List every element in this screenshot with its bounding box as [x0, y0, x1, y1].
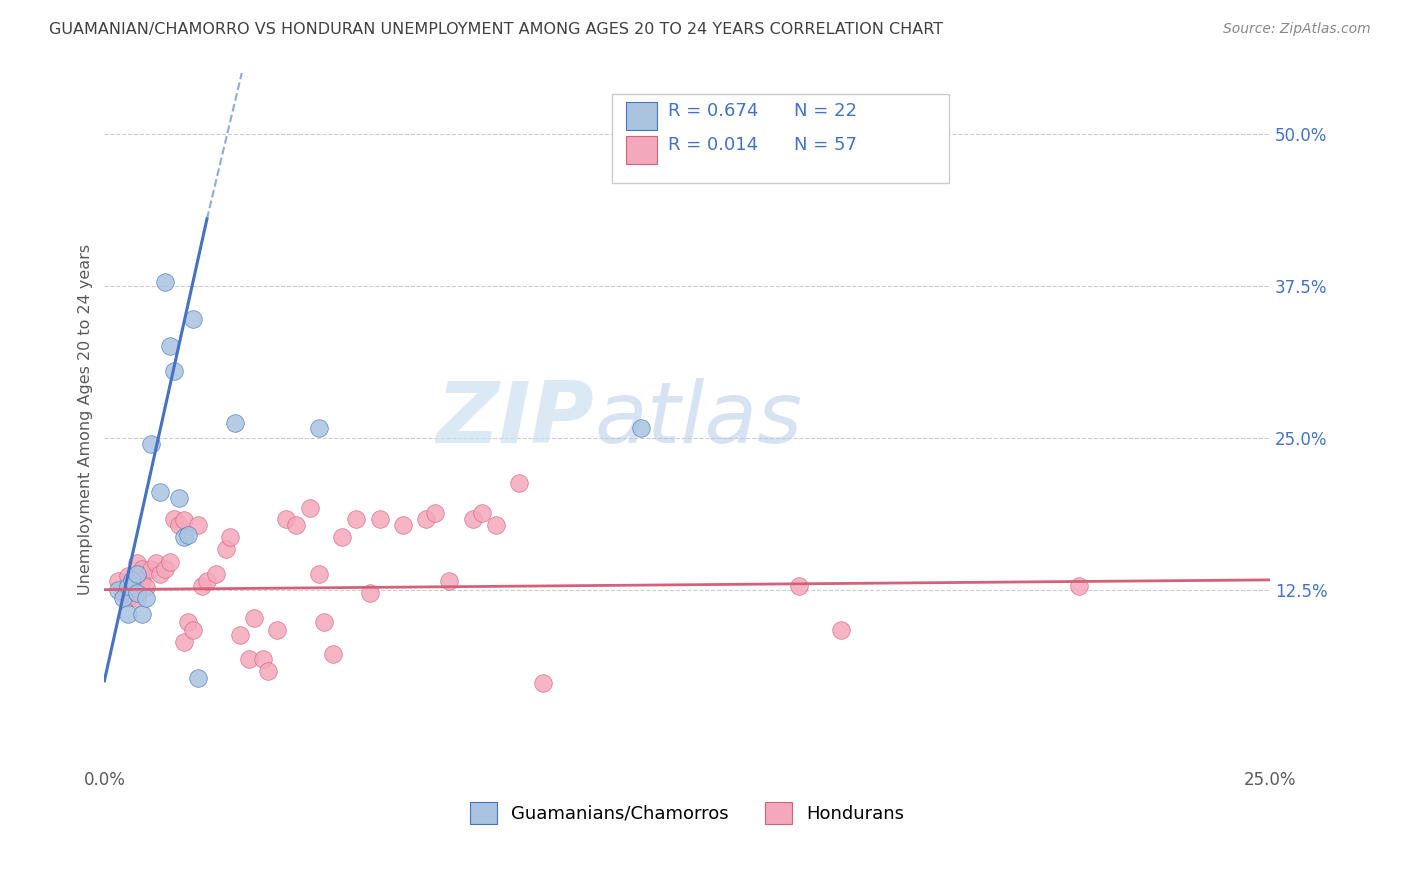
Text: atlas: atlas: [595, 378, 801, 461]
Point: [159, 555, 181, 569]
Point: [392, 518, 415, 533]
Point: [187, 518, 209, 533]
Y-axis label: Unemployment Among Ages 20 to 24 years: Unemployment Among Ages 20 to 24 years: [79, 244, 93, 595]
Point: [485, 518, 508, 533]
Point: [219, 530, 242, 544]
Point: [312, 615, 335, 630]
Point: [630, 421, 652, 435]
Point: [153, 275, 176, 289]
Point: [131, 607, 153, 621]
Point: [181, 623, 204, 637]
Point: [425, 506, 447, 520]
Point: [112, 586, 135, 600]
Point: [531, 676, 554, 690]
Point: [107, 582, 129, 597]
Point: [173, 530, 195, 544]
Point: [368, 512, 391, 526]
Point: [228, 627, 250, 641]
Point: [125, 556, 148, 570]
Point: [121, 574, 143, 588]
Point: [256, 664, 278, 678]
Point: [121, 586, 143, 600]
Point: [322, 647, 344, 661]
Point: [191, 579, 214, 593]
Point: [177, 615, 200, 630]
Text: Source: ZipAtlas.com: Source: ZipAtlas.com: [1223, 22, 1371, 37]
Point: [181, 311, 204, 326]
Point: [125, 586, 148, 600]
Point: [139, 436, 162, 450]
Point: [117, 569, 139, 583]
Point: [187, 671, 209, 685]
Point: [308, 421, 330, 435]
Text: N = 57: N = 57: [794, 136, 858, 153]
Point: [830, 623, 852, 637]
Point: [205, 566, 228, 581]
Point: [508, 475, 530, 490]
Point: [461, 512, 484, 526]
Point: [117, 607, 139, 621]
Point: [153, 562, 176, 576]
Point: [276, 512, 298, 526]
Point: [471, 506, 494, 520]
Point: [163, 512, 186, 526]
Legend: Guamanians/Chamorros, Hondurans: Guamanians/Chamorros, Hondurans: [461, 793, 914, 833]
Point: [131, 562, 153, 576]
Point: [177, 528, 200, 542]
Point: [266, 623, 288, 637]
Text: N = 22: N = 22: [794, 102, 858, 120]
Point: [298, 501, 321, 516]
Point: [167, 491, 190, 506]
Point: [121, 580, 143, 594]
Point: [195, 574, 218, 588]
Text: ZIP: ZIP: [436, 378, 595, 461]
Point: [121, 573, 143, 587]
Point: [159, 339, 181, 353]
Point: [125, 566, 148, 581]
Point: [238, 652, 260, 666]
Point: [330, 530, 353, 544]
Point: [163, 364, 186, 378]
Point: [135, 580, 157, 594]
Text: R = 0.014: R = 0.014: [668, 136, 758, 153]
Point: [145, 556, 167, 570]
Point: [359, 586, 381, 600]
Point: [214, 542, 236, 557]
Point: [112, 591, 135, 606]
Point: [149, 566, 172, 581]
Point: [117, 579, 139, 593]
Point: [284, 518, 307, 533]
Point: [308, 566, 330, 581]
Point: [173, 635, 195, 649]
Text: GUAMANIAN/CHAMORRO VS HONDURAN UNEMPLOYMENT AMONG AGES 20 TO 24 YEARS CORRELATIO: GUAMANIAN/CHAMORRO VS HONDURAN UNEMPLOYM…: [49, 22, 943, 37]
Point: [787, 579, 810, 593]
Point: [415, 512, 437, 526]
Point: [149, 485, 172, 500]
Point: [125, 591, 148, 606]
Point: [252, 652, 274, 666]
Text: R = 0.674: R = 0.674: [668, 102, 758, 120]
Point: [135, 591, 157, 606]
Point: [173, 513, 195, 527]
Point: [117, 591, 139, 606]
Point: [131, 574, 153, 588]
Point: [439, 574, 461, 588]
Point: [1067, 579, 1090, 593]
Point: [167, 518, 190, 533]
Point: [139, 562, 162, 576]
Point: [344, 512, 367, 526]
Point: [107, 574, 129, 588]
Point: [224, 416, 246, 430]
Point: [242, 610, 264, 624]
